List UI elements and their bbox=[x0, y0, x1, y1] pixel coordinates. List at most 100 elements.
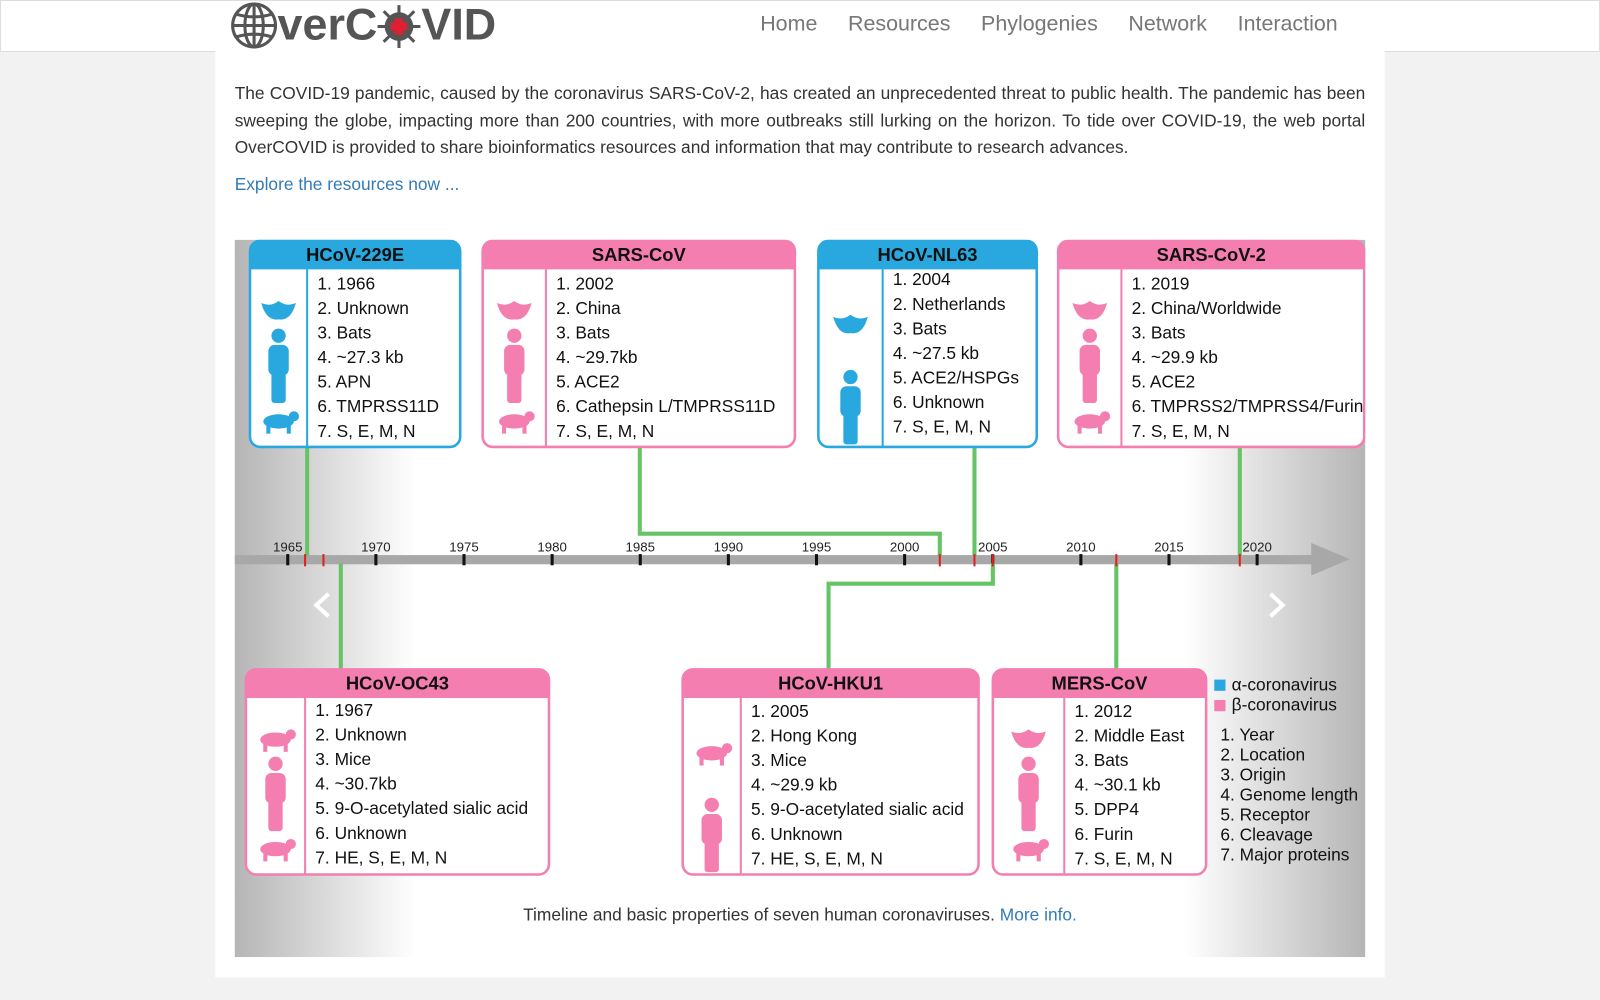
icon-part bbox=[285, 729, 296, 740]
card-item: 7. HE, S, E, M, N bbox=[751, 848, 883, 868]
icon-part bbox=[504, 344, 525, 376]
icon-part bbox=[1018, 772, 1039, 804]
icon-part bbox=[265, 772, 286, 804]
card-item: 6. TMPRSS2/TMPRSS4/Furin bbox=[1132, 396, 1364, 416]
icon-part bbox=[1082, 372, 1097, 404]
logo[interactable]: verC VID bbox=[1, 1, 532, 51]
card-header bbox=[245, 669, 549, 698]
legend-key: 3. Origin bbox=[1220, 764, 1286, 784]
icon-part bbox=[843, 369, 858, 385]
legend-label: β-coronavirus bbox=[1232, 695, 1338, 715]
icon-part bbox=[261, 301, 296, 320]
icon-part bbox=[271, 372, 286, 404]
year-label: 2000 bbox=[890, 539, 919, 554]
card-item: 2. Unknown bbox=[317, 298, 409, 318]
nav-links: Home Resources Phylogenies Network Interacti… bbox=[760, 12, 1337, 36]
icon-part bbox=[1021, 756, 1036, 771]
icon-part bbox=[283, 851, 288, 862]
carousel-prev[interactable] bbox=[313, 592, 330, 618]
icon-part bbox=[263, 851, 268, 862]
carousel-next[interactable] bbox=[1269, 592, 1286, 618]
card-item: 2. China/Worldwide bbox=[1132, 298, 1282, 318]
legend-key: 1. Year bbox=[1220, 724, 1274, 744]
card-item: 1. 2005 bbox=[751, 701, 809, 721]
card-header bbox=[1058, 240, 1365, 270]
card-item: 5. ACE2 bbox=[556, 372, 620, 392]
icon-part bbox=[266, 423, 271, 434]
nav-link[interactable]: Resources bbox=[847, 12, 951, 36]
card-header bbox=[249, 240, 461, 270]
year-label: 1995 bbox=[802, 539, 831, 554]
figure: 1965 1970 1975 1980 1985 1990 1995 2000 2005 2010… bbox=[234, 239, 1366, 958]
card-item: 4. ~29.7kb bbox=[556, 347, 637, 367]
year-label: 2020 bbox=[1242, 539, 1271, 554]
legend-label: α-coronavirus bbox=[1232, 674, 1338, 694]
legend-key: 6. Cleavage bbox=[1220, 824, 1312, 844]
card-item: 6. Unknown bbox=[893, 392, 985, 412]
icon-part bbox=[701, 814, 722, 845]
card-item: 4. ~29.9 kb bbox=[1132, 347, 1218, 367]
card-item: 3. Mice bbox=[315, 749, 371, 769]
nav-link[interactable]: Network bbox=[1128, 12, 1208, 36]
icon-part bbox=[1099, 411, 1111, 422]
icon-human bbox=[1079, 328, 1100, 404]
legend-key: 2. Location bbox=[1220, 744, 1305, 764]
card-title: HCoV-OC43 bbox=[346, 673, 449, 694]
icon-part bbox=[833, 314, 868, 334]
card-header bbox=[682, 669, 979, 698]
virus-card: SARS-CoV-2 1. 2019 2. China/Worldwide 3. Ba… bbox=[1056, 239, 1366, 449]
icon-bat bbox=[1011, 729, 1046, 748]
year-label: 1970 bbox=[361, 539, 390, 554]
timeline-axis bbox=[234, 542, 1350, 576]
card-item: 3. Mice bbox=[751, 750, 807, 770]
card-item: 6. Unknown bbox=[315, 823, 407, 843]
icon-part bbox=[263, 741, 268, 752]
card-item: 5. ACE2 bbox=[1132, 372, 1196, 392]
nav-link[interactable]: Interaction bbox=[1237, 12, 1338, 36]
icon-part bbox=[502, 423, 507, 434]
legend-swatch bbox=[1214, 699, 1226, 712]
icon-part bbox=[1097, 423, 1103, 434]
card-item: 2. Hong Kong bbox=[751, 725, 857, 745]
icon-part bbox=[286, 423, 291, 434]
icon-part bbox=[260, 732, 291, 747]
icon-part bbox=[696, 746, 728, 761]
virus-card: HCoV-229E 1. 1966 2. Unknown 3. Bats 4. ~27.… bbox=[248, 239, 462, 449]
nav-link[interactable]: Home bbox=[760, 12, 818, 36]
icon-bat bbox=[496, 301, 532, 320]
explore-link[interactable]: Explore the resources now ... bbox=[234, 174, 460, 194]
icon-cow bbox=[260, 838, 296, 862]
caption: Timeline and basic properties of seven h… bbox=[235, 905, 1366, 925]
card-item: 4. ~29.9 kb bbox=[751, 775, 837, 795]
card-item: 5. 9-O-acetylated sialic acid bbox=[315, 798, 528, 818]
icon-part bbox=[1011, 729, 1046, 748]
icon-part bbox=[1013, 842, 1044, 857]
card-box bbox=[817, 239, 1038, 449]
card-title: HCoV-229E bbox=[306, 244, 404, 265]
card-item: 4. ~30.1 kb bbox=[1074, 775, 1160, 795]
card-item: 7. HE, S, E, M, N bbox=[315, 847, 447, 867]
card-title: HCoV-NL63 bbox=[878, 244, 978, 265]
card-item: 2. China bbox=[556, 298, 621, 318]
year-label: 2010 bbox=[1066, 539, 1095, 554]
logo-right: VID bbox=[421, 1, 496, 49]
card-item: 3. Bats bbox=[893, 318, 947, 338]
year-label: 1965 bbox=[273, 539, 302, 554]
year-label: 1985 bbox=[626, 539, 655, 554]
year-label: 1975 bbox=[449, 539, 478, 554]
icon-part bbox=[1072, 301, 1108, 320]
year-label: 2015 bbox=[1154, 539, 1183, 554]
card-item: 3. Bats bbox=[1074, 750, 1128, 770]
icon-part bbox=[840, 386, 861, 417]
virus-card: MERS-CoV 1. 2012 2. Middle East 3. Bats 4. ~… bbox=[991, 668, 1208, 876]
icon-part bbox=[507, 328, 522, 343]
year-label: 1980 bbox=[537, 539, 566, 554]
nav-link[interactable]: Phylogenies bbox=[981, 12, 1098, 36]
more-info-link[interactable]: More info. bbox=[999, 905, 1077, 925]
icon-part bbox=[285, 838, 296, 850]
icon-human bbox=[1018, 756, 1039, 832]
card-item: 1. 2004 bbox=[893, 269, 951, 289]
card-item: 1. 1966 bbox=[317, 273, 375, 293]
icon-part bbox=[263, 414, 294, 429]
icon-part bbox=[704, 841, 719, 873]
